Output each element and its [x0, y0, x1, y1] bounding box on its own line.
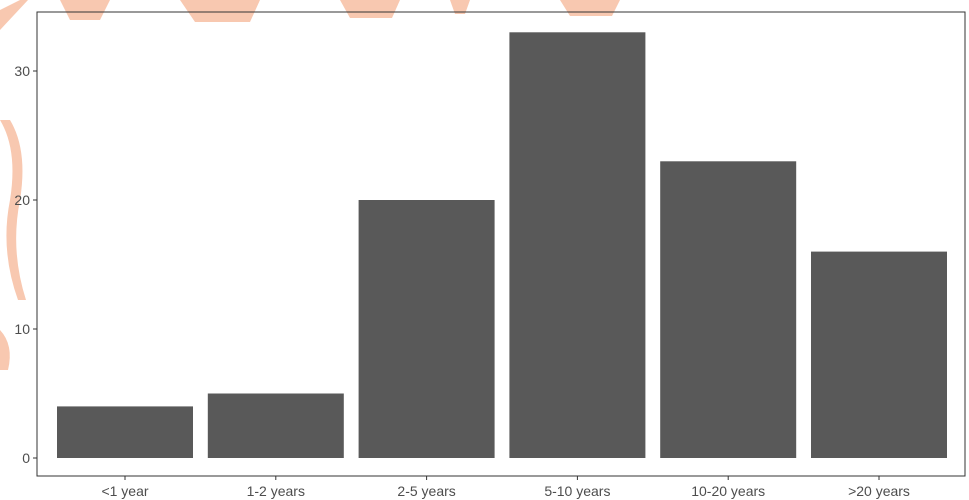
y-tick-label: 30: [14, 63, 30, 79]
watermark-mark: [180, 0, 260, 22]
watermark-mark: [560, 0, 620, 16]
bars-group: [57, 32, 947, 459]
x-tick-label: >20 years: [848, 483, 910, 499]
watermark-mark: [0, 330, 10, 370]
bar: [207, 393, 344, 458]
bar: [509, 32, 646, 459]
watermark-mark: [450, 0, 470, 14]
bar: [358, 200, 495, 458]
y-tick-label: 20: [14, 192, 30, 208]
x-tick-label: 2-5 years: [397, 483, 455, 499]
x-tick-label: 10-20 years: [691, 483, 765, 499]
x-tick-label: 1-2 years: [247, 483, 305, 499]
y-axis: 0 10 20 30: [14, 63, 37, 466]
bar: [660, 161, 797, 459]
y-tick-label: 0: [22, 450, 30, 466]
watermark-marks: [0, 0, 620, 370]
watermark-mark: [0, 120, 26, 300]
bar: [57, 406, 193, 458]
bar: [811, 251, 947, 458]
watermark-mark: [0, 0, 28, 30]
x-tick-label: <1 year: [101, 483, 148, 499]
plot-panel-border: [36, 11, 966, 477]
watermark-mark: [340, 0, 400, 18]
y-tick-label: 10: [14, 321, 30, 337]
watermark-mark: [60, 0, 110, 20]
x-axis: <1 year 1-2 years 2-5 years 5-10 years 10-20…: [101, 476, 910, 499]
x-tick-label: 5-10 years: [544, 483, 610, 499]
